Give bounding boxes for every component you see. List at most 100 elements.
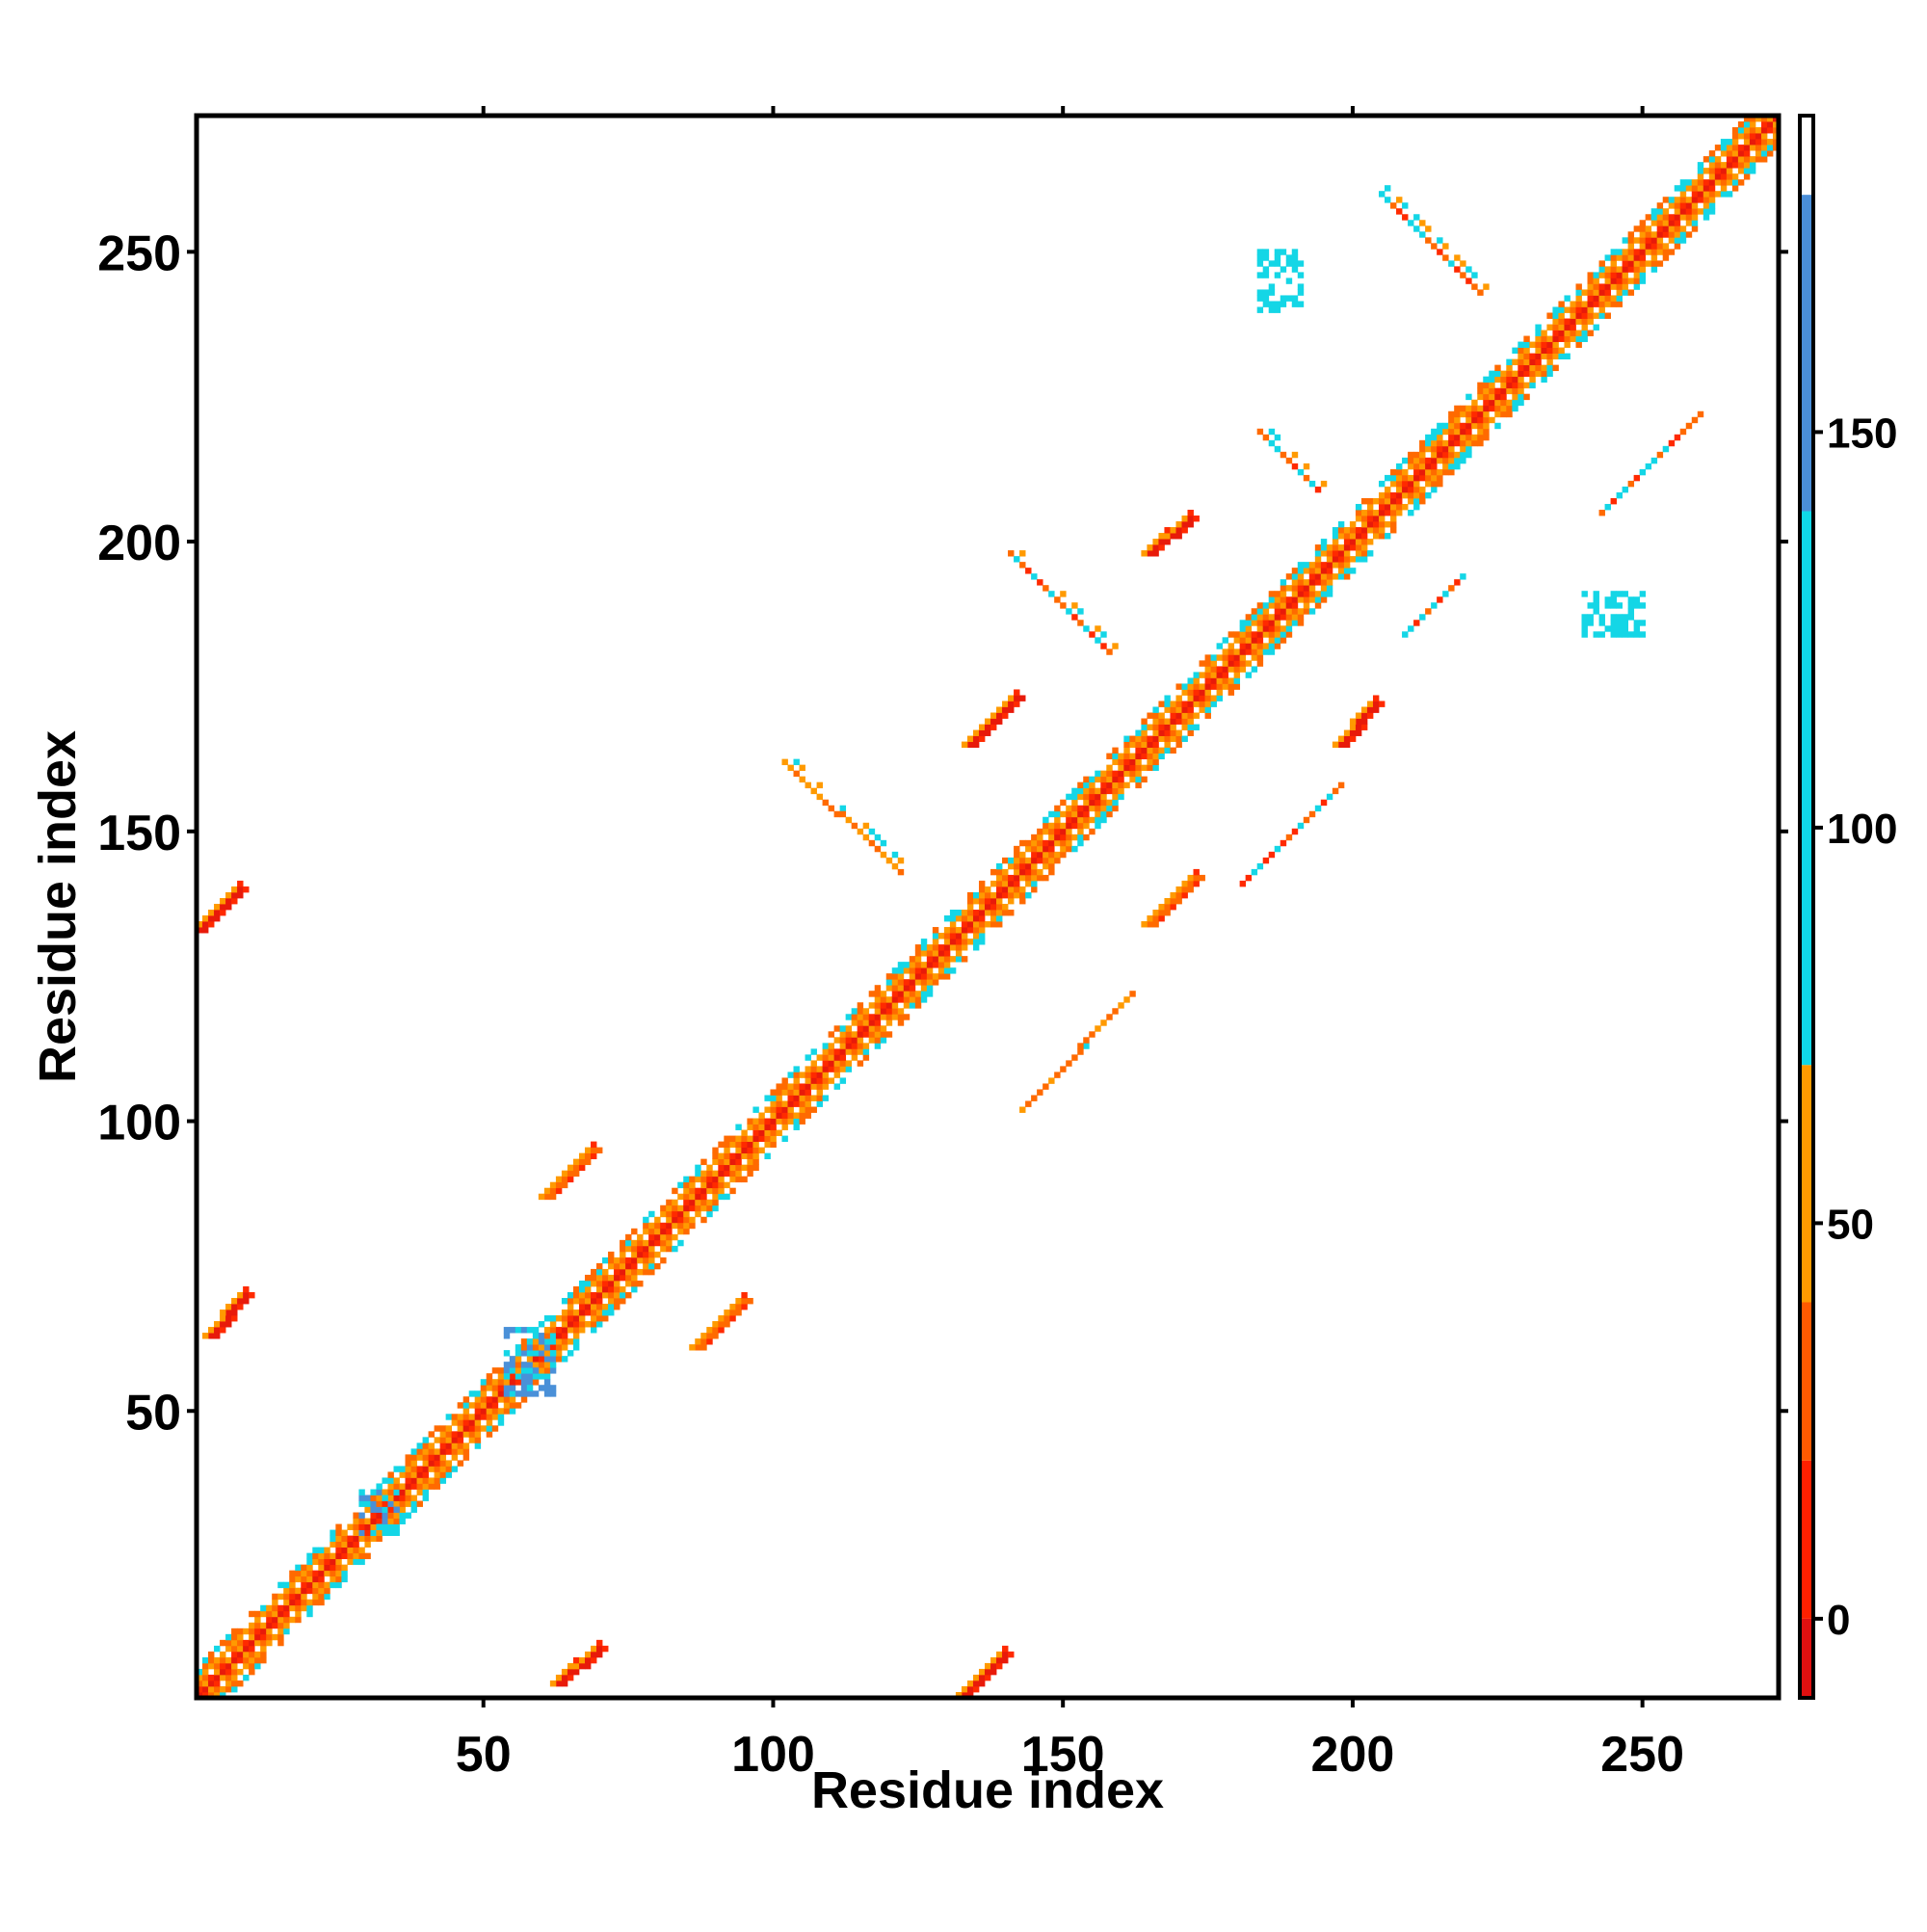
heatmap-cell (943, 973, 951, 980)
heatmap-cell (700, 1216, 707, 1224)
heatmap-cell (457, 1419, 464, 1426)
heatmap-cell (1147, 550, 1153, 557)
heatmap-cell (1349, 556, 1357, 563)
heatmap-cell (700, 1176, 707, 1183)
heatmap-cell (1541, 370, 1547, 378)
heatmap-cell (845, 1031, 853, 1038)
heatmap-cell (943, 927, 951, 934)
heatmap-cell (1448, 468, 1455, 476)
heatmap-cell (1355, 718, 1362, 725)
heatmap-cell (197, 1685, 203, 1693)
heatmap-cell (949, 915, 957, 922)
heatmap-cell (526, 1367, 534, 1374)
heatmap-cell (949, 944, 957, 951)
heatmap-cell (1650, 266, 1658, 273)
heatmap-cell (1506, 364, 1513, 372)
heatmap-cell (591, 1651, 597, 1658)
heatmap-cell (1413, 468, 1420, 476)
heatmap-cell (376, 1518, 383, 1524)
heatmap-cell (1616, 272, 1623, 278)
heatmap-cell (1668, 220, 1676, 226)
heatmap-cell (561, 1181, 568, 1189)
heatmap-cell (1031, 839, 1038, 847)
heatmap-cell (515, 1373, 522, 1380)
heatmap-cell (1181, 521, 1188, 528)
heatmap-cell (625, 1262, 632, 1270)
heatmap-cell (718, 1321, 725, 1328)
heatmap-cell (1593, 631, 1599, 638)
heatmap-cell (578, 1280, 586, 1287)
heatmap-cell (1025, 874, 1032, 882)
heatmap-cell (405, 1466, 411, 1472)
heatmap-cell (1679, 191, 1687, 198)
heatmap-cell (1222, 677, 1228, 684)
heatmap-cell (747, 1118, 753, 1125)
heatmap-cell (972, 1685, 980, 1693)
heatmap-cell (480, 1408, 488, 1415)
heatmap-cell (231, 1297, 238, 1305)
heatmap-cell (1112, 1008, 1119, 1015)
heatmap-cell (637, 1268, 644, 1276)
heatmap-cell (1060, 851, 1067, 859)
heatmap-cell (503, 1402, 511, 1409)
heatmap-cell (1674, 185, 1681, 192)
heatmap-cell (1326, 562, 1333, 569)
heatmap-cell (1077, 793, 1084, 801)
heatmap-cell (1483, 428, 1490, 436)
heatmap-cell (1274, 608, 1281, 615)
heatmap-cell (1512, 376, 1518, 384)
heatmap-cell (1552, 347, 1559, 354)
heatmap-cell (1141, 735, 1148, 742)
heatmap-cell (1604, 272, 1611, 278)
heatmap-cell (1413, 451, 1420, 459)
heatmap-cell (596, 1285, 603, 1293)
heatmap-cell (1552, 312, 1559, 319)
heatmap-cell (497, 1408, 505, 1415)
heatmap-cell (1048, 839, 1055, 847)
heatmap-cell (1222, 660, 1228, 667)
heatmap-cell (1598, 631, 1605, 638)
x-tick-label: 250 (1600, 1727, 1684, 1783)
heatmap-cell (1141, 776, 1148, 783)
heatmap-cell (1483, 434, 1490, 441)
heatmap-cell (770, 1089, 777, 1096)
heatmap-cell (202, 1333, 209, 1339)
heatmap-cell (1396, 497, 1403, 505)
heatmap-cell (637, 1257, 644, 1264)
heatmap-cell (1489, 387, 1495, 395)
heatmap-cell (1483, 399, 1490, 407)
heatmap-cell (289, 1587, 296, 1595)
heatmap-cell (1043, 874, 1049, 882)
heatmap-cell (1054, 828, 1061, 835)
heatmap-cell (1477, 410, 1484, 418)
heatmap-cell (1581, 620, 1588, 626)
heatmap-cell (1106, 799, 1113, 807)
heatmap-cell (474, 1408, 482, 1415)
heatmap-cell (1720, 191, 1728, 198)
heatmap-cell (1697, 168, 1704, 174)
heatmap-cell (1523, 382, 1530, 389)
heatmap-cell (572, 1344, 580, 1351)
heatmap-cell (237, 1628, 244, 1635)
heatmap-cell (1014, 868, 1020, 876)
heatmap-cell (1483, 393, 1490, 401)
heatmap-cell (1349, 544, 1357, 551)
heatmap-cell (643, 1216, 649, 1224)
heatmap-cell (1442, 428, 1449, 436)
heatmap-cell (1060, 822, 1067, 830)
heatmap-cell (1187, 516, 1194, 522)
heatmap-cell (1477, 393, 1484, 401)
heatmap-cell (214, 1674, 221, 1681)
heatmap-cell (416, 1489, 423, 1495)
heatmap-cell (370, 1495, 377, 1501)
heatmap-cell (1593, 602, 1599, 609)
heatmap-cell (943, 967, 951, 974)
heatmap-cell (491, 1390, 499, 1397)
heatmap-cell (724, 1147, 730, 1154)
heatmap-cell (515, 1367, 522, 1374)
heatmap-cell (277, 1639, 284, 1647)
heatmap-cell (1598, 301, 1605, 307)
heatmap-cell (706, 1164, 713, 1172)
heatmap-cell (584, 1321, 592, 1328)
heatmap-cell (1245, 672, 1253, 678)
